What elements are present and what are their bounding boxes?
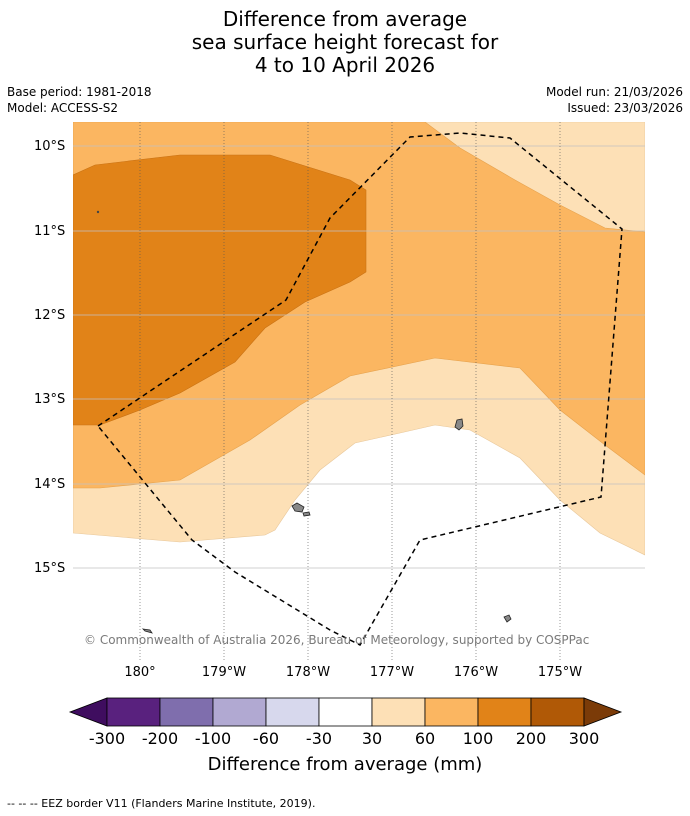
copyright-notice: © Commonwealth of Australia 2026, Bureau… <box>84 633 590 647</box>
colorbar-tick-label: 300 <box>568 729 600 748</box>
lat-label-15s: 15°S <box>34 561 66 576</box>
issued-date: Issued: 23/03/2026 <box>567 101 683 115</box>
colorbar-segment <box>371 697 426 727</box>
colorbar <box>68 697 623 727</box>
lat-label-11s: 11°S <box>34 224 66 239</box>
colorbar-tick-label: 60 <box>414 729 436 748</box>
title-line-2: sea surface height forecast for <box>191 30 499 54</box>
island-dot-north <box>96 210 100 214</box>
title-line-3: 4 to 10 April 2026 <box>254 53 436 77</box>
model-run: Model run: 21/03/2026 <box>545 85 683 99</box>
island-fragment-southwest <box>141 628 153 634</box>
lat-label-14s: 14°S <box>34 477 66 492</box>
colorbar-tick-label: 200 <box>515 729 547 748</box>
lat-label-10s: 10°S <box>34 139 66 154</box>
lon-label-175w: 175°W <box>537 665 583 680</box>
colorbar-extend-low <box>68 697 108 727</box>
meta-left: Base period: 1981-2018 Model: ACCESS-S2 <box>7 84 152 116</box>
lat-label-13s: 13°S <box>34 392 66 407</box>
colorbar-tick-label: -200 <box>141 729 179 748</box>
island-swains <box>503 614 512 623</box>
chart-title: Difference from average sea surface heig… <box>0 8 690 77</box>
colorbar-segment <box>265 697 320 727</box>
lon-label-176w: 176°W <box>453 665 499 680</box>
lon-label-180: 180° <box>124 665 156 680</box>
island-islet-west <box>302 511 311 517</box>
colorbar-segment <box>106 697 161 727</box>
colorbar-tick-label: -30 <box>305 729 333 748</box>
base-period: Base period: 1981-2018 <box>7 85 152 99</box>
gridlines <box>73 122 645 660</box>
colorbar-segment <box>318 697 373 727</box>
lon-label-178w: 178°W <box>285 665 331 680</box>
colorbar-tick-label: -60 <box>252 729 280 748</box>
island-upolu <box>291 502 305 513</box>
islands <box>96 210 512 634</box>
title-line-1: Difference from average <box>222 7 468 31</box>
band-100-200 <box>73 154 367 426</box>
colorbar-tick-label: -300 <box>88 729 126 748</box>
colorbar-tick-label: -100 <box>194 729 232 748</box>
colorbar-tick-label: 100 <box>462 729 494 748</box>
lat-label-12s: 12°S <box>34 308 66 323</box>
lon-label-179w: 179°W <box>201 665 247 680</box>
island-tutuila <box>454 418 464 431</box>
colorbar-segment <box>530 697 585 727</box>
colorbar-segment <box>212 697 267 727</box>
colorbar-tick-label: 30 <box>361 729 383 748</box>
colorbar-segment <box>424 697 479 727</box>
colorbar-segment <box>477 697 532 727</box>
lon-label-177w: 177°W <box>369 665 415 680</box>
meta-right: Model run: 21/03/2026 Issued: 23/03/2026 <box>546 84 683 116</box>
map-plot-area <box>73 122 645 660</box>
colorbar-title: Difference from average (mm) <box>207 754 483 775</box>
colorbar-extend-high <box>583 697 623 727</box>
colorbar-segment <box>159 697 214 727</box>
eez-footnote: -- -- -- EEZ border V11 (Flanders Marine… <box>7 797 316 810</box>
eez-border <box>97 132 623 646</box>
model-name: Model: ACCESS-S2 <box>7 101 119 115</box>
